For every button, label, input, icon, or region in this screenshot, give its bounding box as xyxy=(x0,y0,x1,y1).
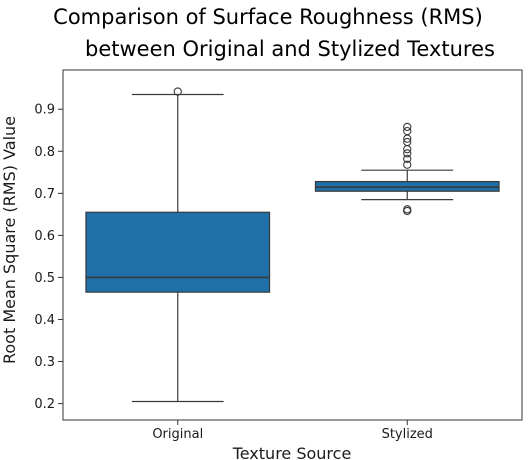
y-axis-label: Root Mean Square (RMS) Value xyxy=(0,116,19,364)
x-axis: Original Stylized xyxy=(152,420,433,442)
y-tick-label: 0.8 xyxy=(34,145,55,160)
box-stylized xyxy=(314,122,500,216)
outlier-point xyxy=(403,122,412,132)
outlier-point xyxy=(403,149,412,158)
y-tick-label: 0.6 xyxy=(34,229,55,244)
iqr-box xyxy=(85,211,271,293)
chart-title-line-1: Comparison of Surface Roughness (RMS) xyxy=(53,5,483,29)
outlier-point xyxy=(403,160,412,169)
outlier-point xyxy=(403,154,412,164)
x-tick-label: Stylized xyxy=(382,427,433,442)
x-axis-label: Texture Source xyxy=(232,444,352,460)
y-tick-label: 0.7 xyxy=(34,187,55,202)
outlier-point xyxy=(173,87,182,96)
outlier-point xyxy=(403,137,412,147)
outlier-point xyxy=(403,145,412,154)
outlier-point xyxy=(403,206,412,216)
y-tick-label: 0.5 xyxy=(34,271,55,286)
plot-frame xyxy=(62,69,523,421)
boxes-layer xyxy=(85,87,500,403)
y-tick-label: 0.9 xyxy=(34,103,55,118)
y-tick-label: 0.2 xyxy=(34,397,55,412)
box-original xyxy=(85,87,271,403)
y-axis: 0.2 0.3 0.4 0.5 0.6 0.7 0.8 0.9 xyxy=(34,103,63,412)
chart-title-line-2: between Original and Stylized Textures xyxy=(85,37,495,61)
x-tick-label: Original xyxy=(152,427,203,442)
y-tick-label: 0.4 xyxy=(34,313,55,328)
y-tick-label: 0.3 xyxy=(34,355,55,370)
outlier-point xyxy=(403,126,412,136)
outlier-point xyxy=(403,205,412,214)
